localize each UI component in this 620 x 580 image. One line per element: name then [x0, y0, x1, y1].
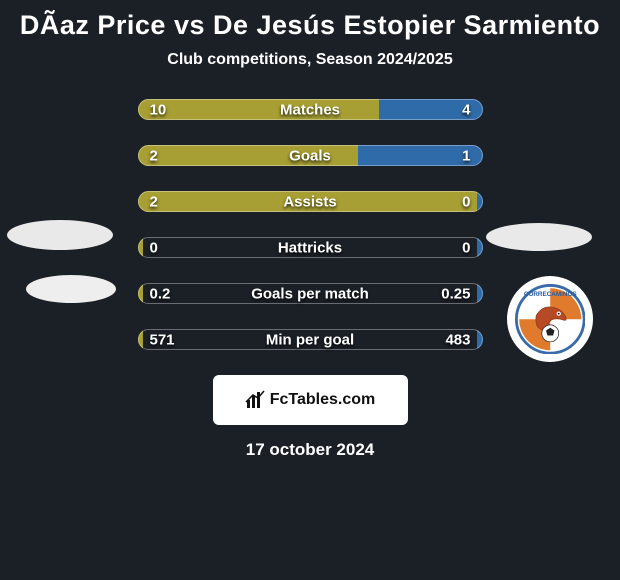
value-left: 571: [150, 331, 175, 348]
page-subtitle: Club competitions, Season 2024/2025: [0, 51, 620, 69]
stat-row: 0.2 0.25 Goals per match: [138, 283, 483, 304]
stat-label: Min per goal: [266, 331, 354, 348]
brand-label: FcTables.com: [270, 391, 376, 409]
club-logo-right: CORRECAMINOS: [507, 276, 593, 362]
value-left: 2: [150, 193, 158, 210]
bar-left: [138, 237, 143, 258]
bar-right: [477, 191, 482, 212]
value-right: 483: [445, 331, 470, 348]
avatar-left: [7, 220, 113, 250]
bar-left: [138, 283, 143, 304]
avatar-right: [486, 223, 592, 251]
stat-label: Hattricks: [278, 239, 342, 256]
stat-row: 571 483 Min per goal: [138, 329, 483, 350]
value-left: 0.2: [150, 285, 171, 302]
crest-icon: CORRECAMINOS: [515, 284, 586, 355]
stat-label: Assists: [283, 193, 336, 210]
bar-right: [477, 329, 482, 350]
value-left: 2: [150, 147, 158, 164]
svg-text:CORRECAMINOS: CORRECAMINOS: [524, 291, 577, 298]
date-label: 17 october 2024: [0, 440, 620, 460]
value-right: 0.25: [441, 285, 470, 302]
brand-pill: FcTables.com: [213, 375, 408, 425]
value-right: 0: [462, 193, 470, 210]
bar-right: [477, 237, 482, 258]
stat-label: Goals: [289, 147, 331, 164]
stat-row: 10 4 Matches: [138, 99, 483, 120]
club-logo-left: [26, 275, 116, 303]
value-left: 10: [150, 101, 167, 118]
stat-row: 2 0 Assists: [138, 191, 483, 212]
bar-left: [138, 99, 380, 120]
value-left: 0: [150, 239, 158, 256]
comparison-chart: CORRECAMINOS 10 4 Matches 2 1 Goals 2 0 Assists 0…: [0, 99, 620, 350]
value-right: 4: [462, 101, 470, 118]
stat-row: 2 1 Goals: [138, 145, 483, 166]
stat-row: 0 0 Hattricks: [138, 237, 483, 258]
bar-left: [138, 329, 143, 350]
bar-right: [477, 283, 482, 304]
value-right: 0: [462, 239, 470, 256]
page-title: DÃ­az Price vs De Jesús Estopier Sarmien…: [0, 0, 620, 51]
stat-label: Goals per match: [251, 285, 369, 302]
value-right: 1: [462, 147, 470, 164]
stat-label: Matches: [280, 101, 340, 118]
brand-icon: [245, 390, 265, 410]
